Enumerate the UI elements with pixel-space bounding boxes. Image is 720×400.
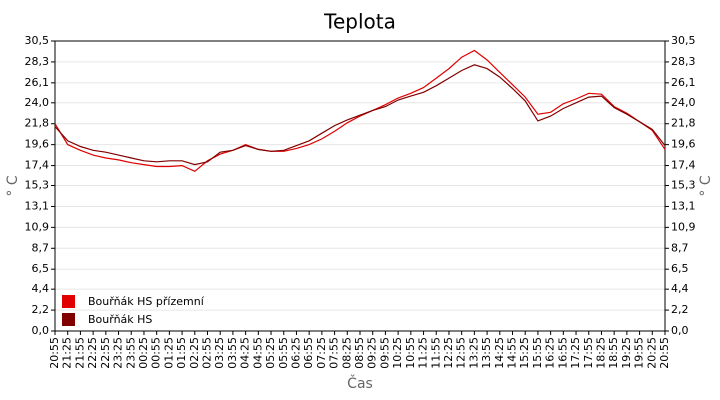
- x-tick-label: 02:55: [201, 337, 214, 369]
- y-tick-label: 15,3: [25, 179, 50, 192]
- x-tick-label: 15:55: [531, 337, 544, 369]
- plot-frame: [54, 40, 666, 332]
- y-tick-label: 2,2: [32, 303, 50, 316]
- y-tick-label: 28,3: [25, 55, 50, 68]
- x-tick-label: 15:25: [518, 337, 531, 369]
- x-tick-label: 21:55: [73, 337, 86, 369]
- x-tick-label: 01:55: [175, 337, 188, 369]
- x-tick-label: 06:25: [289, 337, 302, 369]
- y2-axis-title: ° C: [698, 175, 714, 196]
- y2-tick-label: 19,6: [671, 138, 696, 151]
- x-tick-label: 02:25: [188, 337, 201, 369]
- x-tick-label: 10:55: [404, 337, 417, 369]
- x-tick-label: 01:25: [162, 337, 175, 369]
- x-tick-label: 23:25: [112, 337, 125, 369]
- x-tick-label: 05:55: [277, 337, 290, 369]
- x-tick-label: 06:55: [302, 337, 315, 369]
- y-tick-label: 13,1: [25, 199, 50, 212]
- y2-tick-label: 30,5: [671, 34, 696, 47]
- x-tick-label: 21:25: [61, 337, 74, 369]
- y2-tick-label: 13,1: [671, 199, 696, 212]
- x-tick-label: 16:25: [544, 337, 557, 369]
- legend-label: Bouřňák HS přízemní: [88, 295, 205, 308]
- y-tick-label: 21,8: [25, 117, 50, 130]
- x-tick-label: 22:25: [86, 337, 99, 369]
- series-line: [54, 49, 666, 173]
- y2-tick-label: 28,3: [671, 55, 696, 68]
- y2-tick-label: 2,2: [671, 303, 689, 316]
- x-tick-label: 22:55: [99, 337, 112, 369]
- legend-swatch: [62, 295, 75, 308]
- x-tick-label: 04:25: [239, 337, 252, 369]
- y-tick-label: 8,7: [32, 241, 50, 254]
- x-tick-label: 09:25: [366, 337, 379, 369]
- y-axis-title: ° C: [5, 175, 21, 196]
- x-tick-label: 07:25: [315, 337, 328, 369]
- x-tick-label: 12:55: [455, 337, 468, 369]
- chart-title: Teplota: [323, 10, 396, 34]
- x-tick-label: 00:25: [137, 337, 150, 369]
- x-tick-label: 13:25: [467, 337, 480, 369]
- y-tick-label: 26,1: [25, 76, 50, 89]
- y2-tick-label: 15,3: [671, 179, 696, 192]
- x-tick-label: 12:25: [442, 337, 455, 369]
- y-tick-label: 30,5: [25, 34, 50, 47]
- x-tick-label: 10:25: [391, 337, 404, 369]
- x-tick-label: 09:55: [378, 337, 391, 369]
- x-tick-label: 11:55: [429, 337, 442, 369]
- y-tick-label: 0,0: [32, 324, 50, 337]
- x-tick-label: 17:55: [582, 337, 595, 369]
- x-axis-title: Čas: [347, 374, 373, 392]
- x-tick-label: 20:55: [48, 337, 61, 369]
- y2-tick-label: 8,7: [671, 241, 689, 254]
- x-tick-label: 20:25: [645, 337, 658, 369]
- x-tick-label: 19:55: [633, 337, 646, 369]
- x-tick-label: 16:55: [556, 337, 569, 369]
- y2-tick-label: 21,8: [671, 117, 696, 130]
- x-tick-label: 07:55: [328, 337, 341, 369]
- x-tick-label: 04:55: [251, 337, 264, 369]
- y2-tick-label: 24,0: [671, 96, 696, 109]
- x-tick-label: 18:55: [607, 337, 620, 369]
- x-tick-label: 17:25: [569, 337, 582, 369]
- y2-tick-label: 10,9: [671, 220, 696, 233]
- y-tick-label: 24,0: [25, 96, 50, 109]
- y2-tick-label: 6,5: [671, 262, 689, 275]
- x-tick-label: 08:55: [353, 337, 366, 369]
- x-tick-label: 23:55: [124, 337, 137, 369]
- legend-swatch: [62, 313, 75, 326]
- y2-tick-label: 4,4: [671, 282, 689, 295]
- y-tick-label: 10,9: [25, 220, 50, 233]
- legend-label: Bouřňák HS: [88, 313, 152, 326]
- x-tick-label: 19:25: [620, 337, 633, 369]
- x-tick-label: 05:25: [264, 337, 277, 369]
- x-tick-label: 14:55: [506, 337, 519, 369]
- x-tick-label: 03:55: [226, 337, 239, 369]
- x-tick-label: 08:25: [340, 337, 353, 369]
- y-tick-label: 19,6: [25, 138, 50, 151]
- x-tick-label: 20:55: [658, 337, 671, 369]
- y-tick-label: 17,4: [25, 159, 50, 172]
- x-tick-label: 03:25: [213, 337, 226, 369]
- y2-tick-label: 17,4: [671, 159, 696, 172]
- y2-tick-label: 0,0: [671, 324, 689, 337]
- y-tick-label: 4,4: [32, 282, 50, 295]
- y-tick-label: 6,5: [32, 262, 50, 275]
- x-tick-label: 11:25: [417, 337, 430, 369]
- x-tick-label: 00:55: [150, 337, 163, 369]
- x-tick-label: 13:55: [480, 337, 493, 369]
- x-tick-label: 18:25: [594, 337, 607, 369]
- series-line: [54, 64, 666, 166]
- x-tick-label: 14:25: [493, 337, 506, 369]
- y2-tick-label: 26,1: [671, 76, 696, 89]
